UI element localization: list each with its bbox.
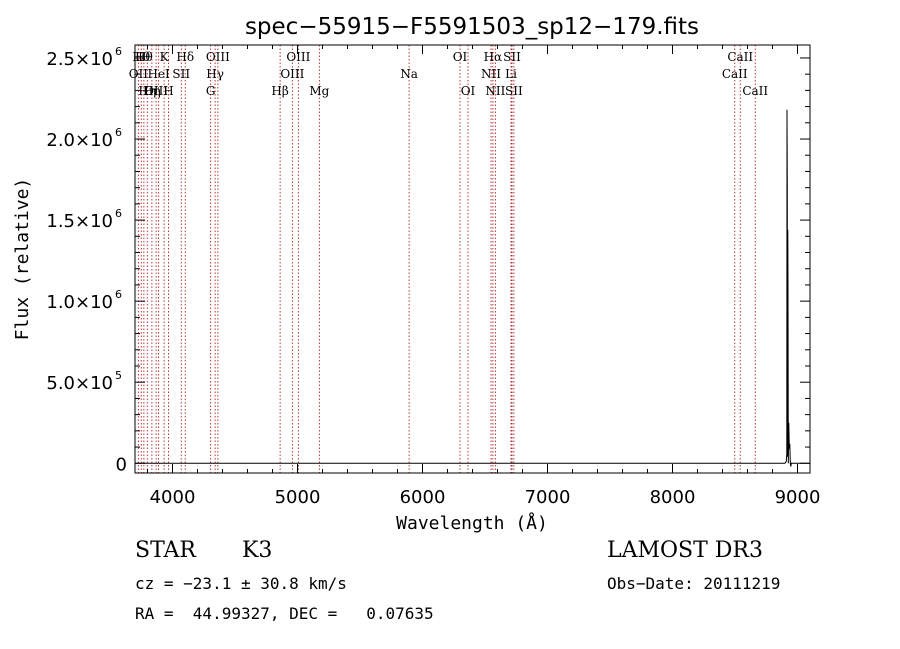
y-tick-label: 2.0×10 [46, 130, 113, 151]
observation-date: Obs−Date: 20111219 [607, 574, 781, 593]
spectral-line-label: Hη [143, 84, 161, 98]
spectral-line-label: SII [505, 84, 523, 98]
spectral-line-label: NII [485, 84, 505, 98]
y-axis-label: Flux (relative) [12, 178, 33, 341]
spectral-line-label: Hβ [271, 84, 288, 98]
spectral-line-label: Hθ [135, 50, 153, 64]
chart-title: spec−55915−F5591503_sp12−179.fits [245, 14, 699, 40]
y-tick-exponent: 6 [115, 288, 122, 301]
spectral-line-label: Mg [309, 84, 329, 98]
spectral-line-label: CaII [742, 84, 768, 98]
y-tick-label: 2.5×10 [46, 49, 113, 70]
spectrum-line [135, 109, 810, 467]
spectral-line-label: CaII [727, 50, 753, 64]
survey-name: LAMOST DR3 [607, 538, 763, 563]
object-class: STAR [135, 538, 196, 563]
plot-frame [134, 44, 811, 474]
x-tick-label: 8000 [650, 487, 696, 508]
y-tick-label: 1.0×10 [46, 292, 113, 313]
spectral-line-label: OI [461, 84, 476, 98]
spectral-line-label: NII [481, 67, 501, 81]
coordinates: RA = 44.99327, DEC = 0.07635 [135, 604, 434, 623]
spectral-line-markers [137, 45, 756, 473]
spectral-line-label: K [160, 50, 170, 64]
x-tick-label: 4000 [150, 487, 196, 508]
object-subclass: K3 [242, 538, 273, 563]
x-tick-label: 7000 [525, 487, 571, 508]
spectral-line-label: Na [400, 67, 418, 81]
x-tick-label: 9000 [775, 487, 821, 508]
spectral-line-label: SII [172, 67, 190, 81]
spectral-line-label: Li [505, 67, 517, 81]
spectral-line-label: HeI [147, 67, 170, 81]
spectrum-series [135, 109, 810, 467]
spectral-line-label: OIII [280, 67, 304, 81]
spectral-line-label: OIII [206, 50, 230, 64]
x-tick-label: 6000 [400, 487, 446, 508]
redshift-velocity: cz = −23.1 ± 30.8 km/s [135, 574, 347, 593]
y-tick-label: 5.0×10 [46, 373, 113, 394]
spectral-line-label: Hη [138, 84, 156, 98]
x-tick-label: 5000 [275, 487, 321, 508]
spectral-line-label: Hδ [176, 50, 194, 64]
y-tick-exponent: 5 [115, 369, 122, 382]
spectral-line-labels: OIIHθHθHηHηOIIIHeIKHSIIHδGHγOIIIHβOIIIOI… [129, 50, 769, 98]
y-tick-exponent: 6 [115, 126, 122, 139]
y-tick-label: 0 [116, 454, 127, 475]
spectral-line-label: G [206, 84, 216, 98]
spectral-line-label: OIII [144, 84, 168, 98]
y-tick-label: 1.5×10 [46, 211, 113, 232]
y-tick-exponent: 6 [115, 45, 122, 58]
spectral-line-label: OI [453, 50, 468, 64]
spectral-line-label: OIII [286, 50, 310, 64]
spectral-line-label: CaII [722, 67, 748, 81]
spectral-line-label: OII [129, 67, 149, 81]
spectral-line-label: H [163, 84, 173, 98]
spectral-line-label: Hγ [206, 67, 224, 81]
spectral-line-label: Hθ [132, 50, 150, 64]
y-tick-exponent: 6 [115, 207, 122, 220]
x-axis-label: Wavelength (Å) [396, 512, 548, 534]
spectral-line-label: SII [503, 50, 521, 64]
spectral-line-label: Hα [484, 50, 503, 64]
